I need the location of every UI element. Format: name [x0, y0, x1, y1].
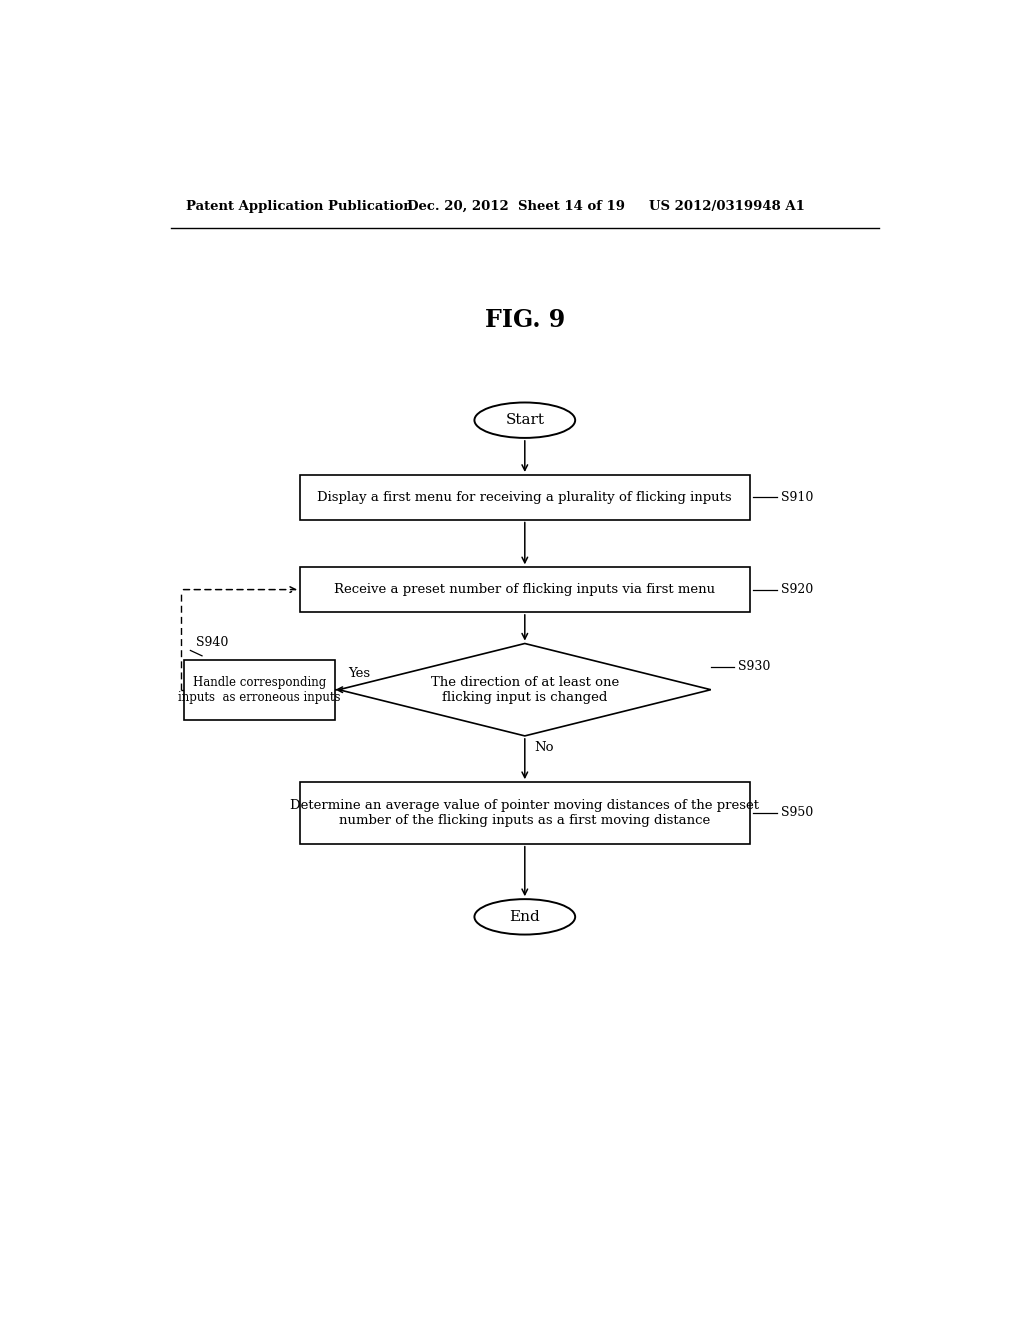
- Ellipse shape: [474, 403, 575, 438]
- Text: Start: Start: [505, 413, 545, 428]
- Text: The direction of at least one
flicking input is changed: The direction of at least one flicking i…: [431, 676, 618, 704]
- Text: Patent Application Publication: Patent Application Publication: [186, 199, 413, 213]
- Bar: [184, 660, 335, 719]
- Text: S940: S940: [196, 636, 228, 649]
- Text: FIG. 9: FIG. 9: [484, 308, 565, 333]
- Bar: [300, 781, 750, 843]
- Text: Yes: Yes: [348, 668, 371, 680]
- Text: Receive a preset number of flicking inputs via first menu: Receive a preset number of flicking inpu…: [334, 583, 716, 597]
- Text: S930: S930: [738, 660, 770, 673]
- Text: Handle corresponding
inputs  as erroneous inputs: Handle corresponding inputs as erroneous…: [178, 676, 341, 704]
- Bar: [300, 568, 750, 612]
- Polygon shape: [339, 644, 711, 737]
- Text: Dec. 20, 2012  Sheet 14 of 19: Dec. 20, 2012 Sheet 14 of 19: [407, 199, 625, 213]
- Ellipse shape: [474, 899, 575, 935]
- Text: No: No: [535, 742, 554, 754]
- Text: End: End: [509, 909, 541, 924]
- Text: S950: S950: [780, 807, 813, 820]
- Text: US 2012/0319948 A1: US 2012/0319948 A1: [649, 199, 805, 213]
- Bar: [300, 475, 750, 520]
- Text: Display a first menu for receiving a plurality of flicking inputs: Display a first menu for receiving a plu…: [317, 491, 732, 504]
- Text: Determine an average value of pointer moving distances of the preset
number of t: Determine an average value of pointer mo…: [290, 799, 760, 826]
- Text: S910: S910: [780, 491, 813, 504]
- Text: S920: S920: [780, 583, 813, 597]
